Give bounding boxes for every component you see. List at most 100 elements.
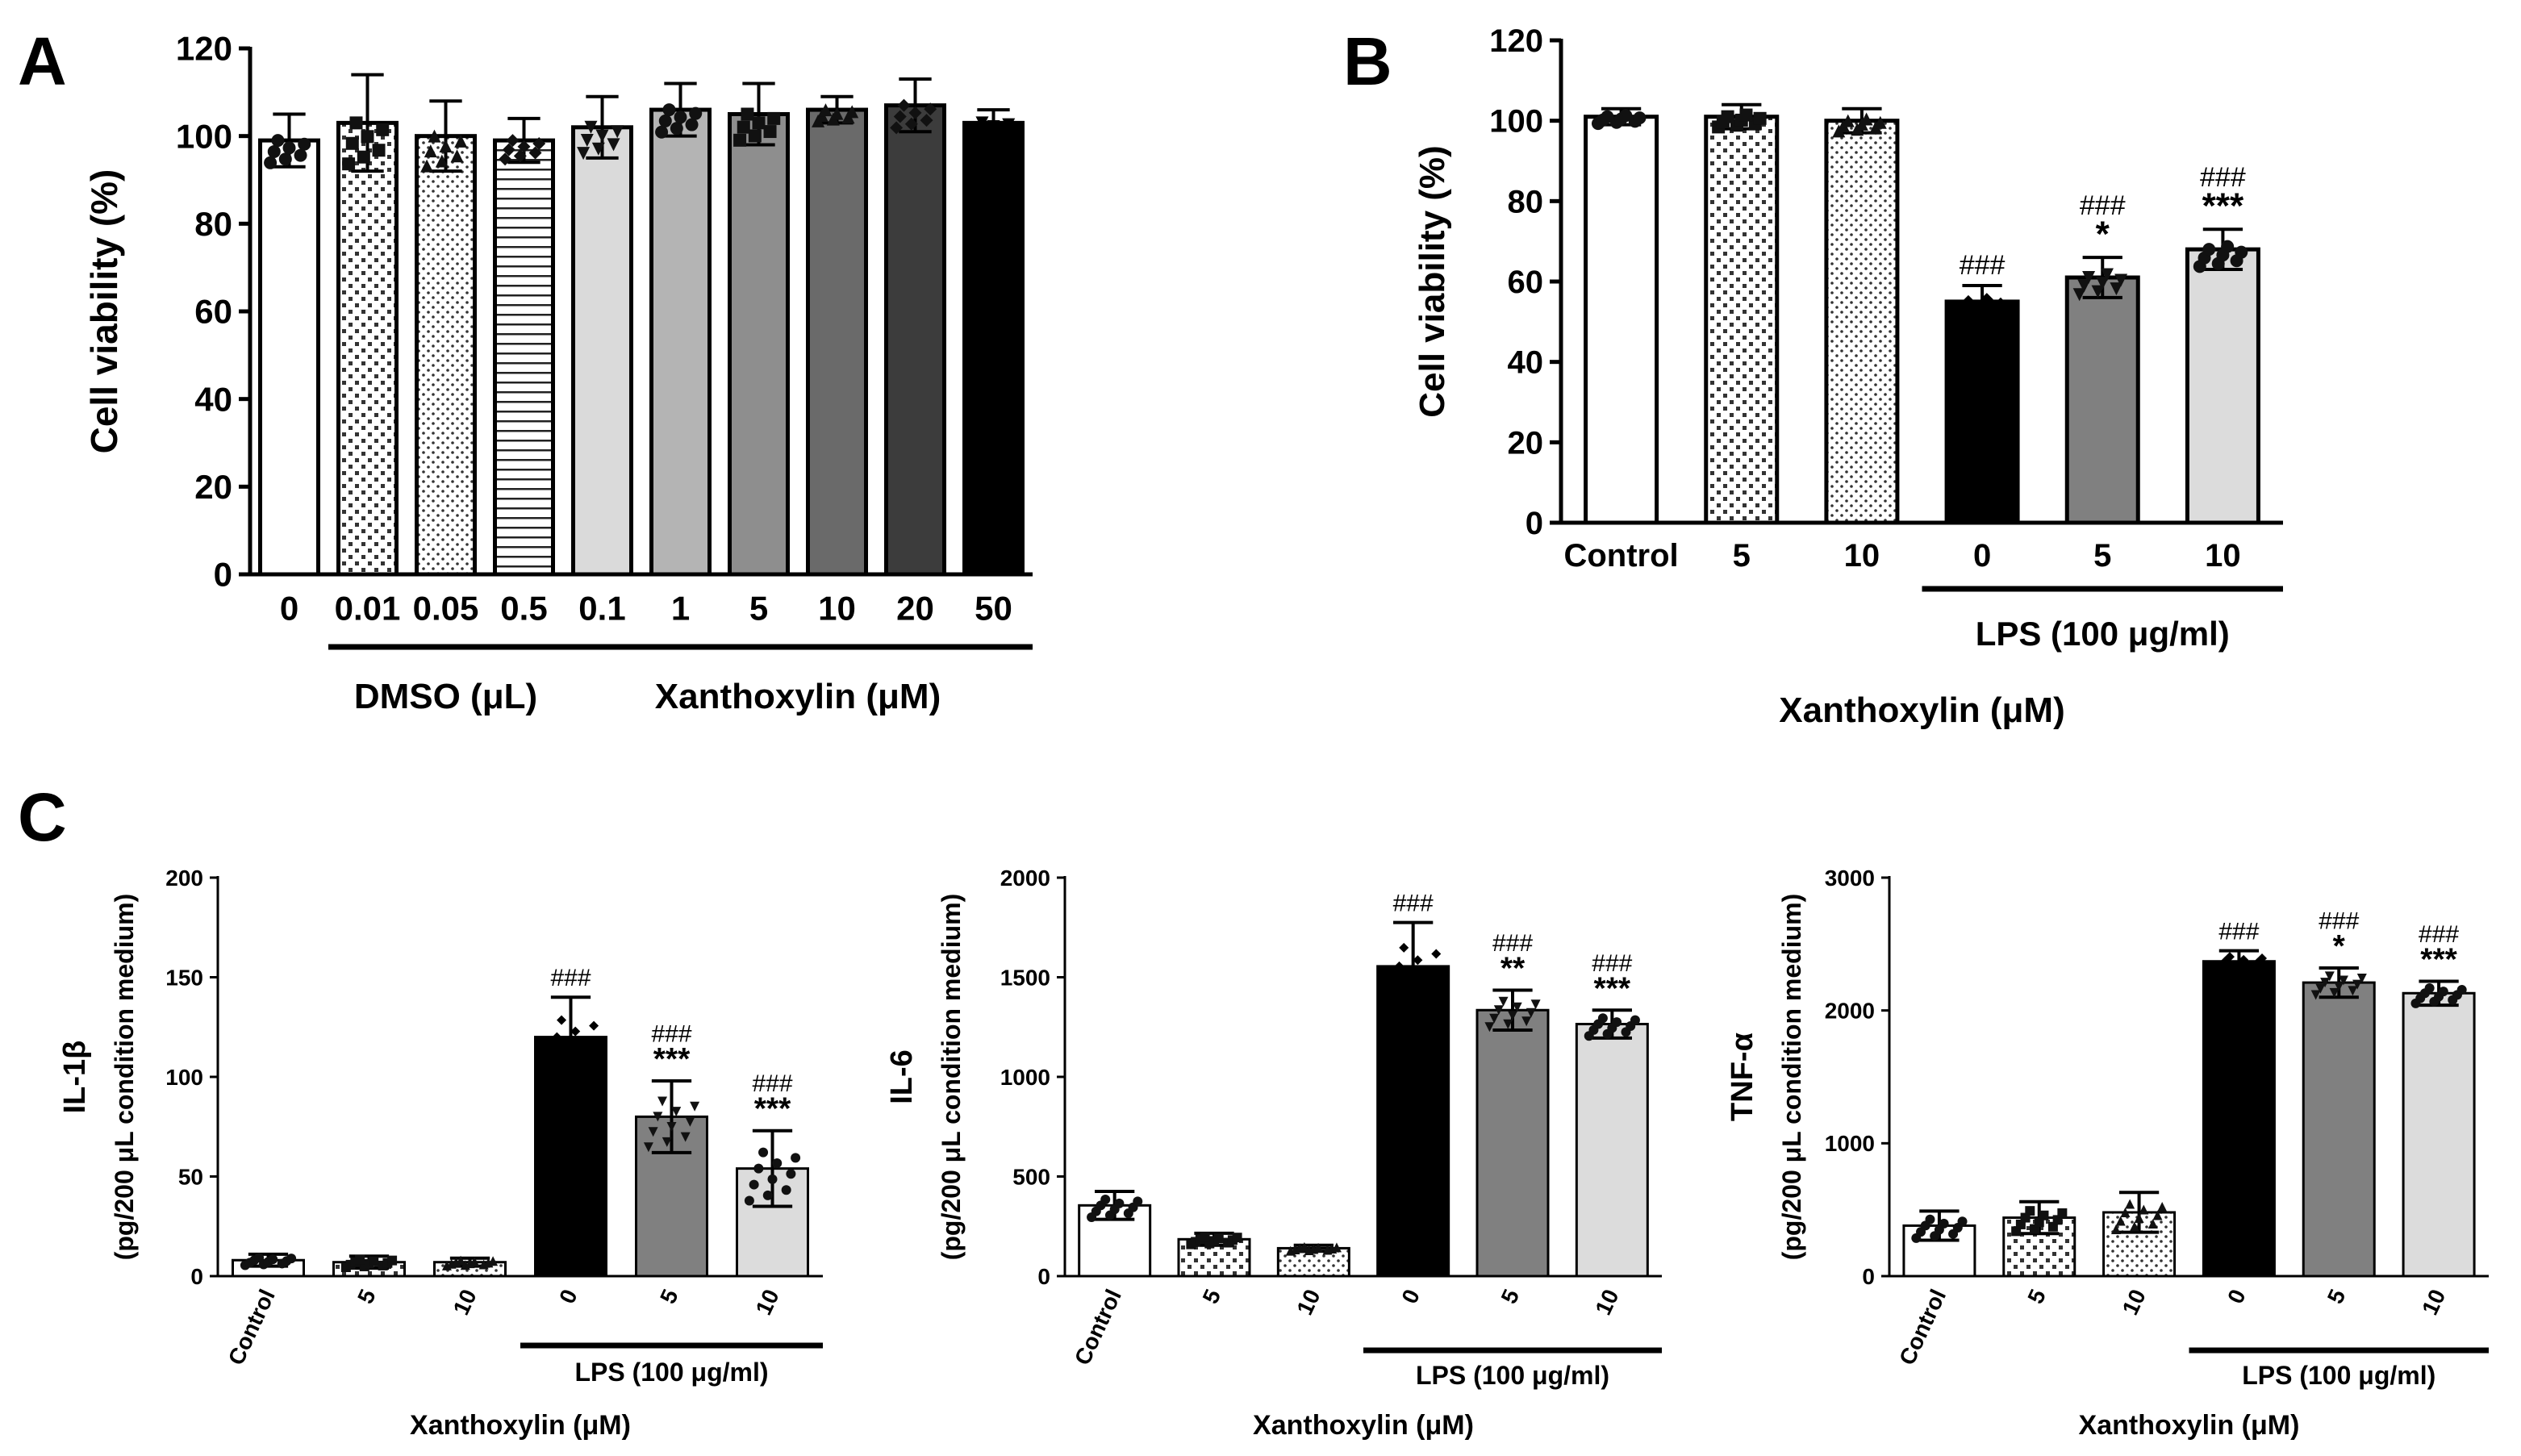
data-point-marker	[2352, 979, 2363, 990]
y-tick-label: 0	[1037, 1264, 1050, 1289]
y-tick-label: 20	[194, 468, 232, 506]
data-point-marker	[1980, 293, 1993, 307]
x-tick-label: 10	[2205, 538, 2241, 574]
data-point-marker	[741, 107, 754, 121]
x-tick-label: 0	[1396, 1286, 1425, 1308]
x-tick-label: 5	[1733, 538, 1751, 574]
data-point-marker	[435, 154, 449, 168]
data-point-marker	[579, 1054, 590, 1065]
significance-annotation: ***	[2202, 186, 2244, 226]
bar-5	[2064, 275, 2140, 525]
data-point-marker	[662, 103, 676, 117]
data-point-marker	[2310, 990, 2321, 1000]
data-point-marker	[749, 1179, 759, 1190]
data-point-marker	[2114, 273, 2128, 287]
x-tick-label: 20	[896, 590, 934, 628]
data-point-marker	[1421, 986, 1432, 996]
x-tick-label: Control	[1563, 538, 1678, 574]
x-tick-label: 0.1	[578, 590, 625, 628]
data-point-marker	[424, 144, 437, 158]
data-point-marker	[557, 1015, 567, 1025]
significance-annotation: ***	[754, 1092, 791, 1127]
y-axis-sublabel: (pg/200 μL condition medium)	[1777, 894, 1806, 1261]
significance-annotation: ###	[2218, 919, 2259, 945]
y-tick-label: 40	[1508, 345, 1544, 381]
bar-7	[728, 112, 790, 577]
x-tick-label: 10	[2118, 1286, 2151, 1319]
data-point-marker	[1408, 974, 1418, 984]
data-point-marker	[1961, 294, 1975, 308]
y-axis-label: Cell viability (%)	[1413, 145, 1452, 417]
data-point-marker	[781, 1185, 791, 1195]
data-point-marker	[513, 149, 527, 163]
y-tick-label: 0	[1526, 506, 1543, 541]
data-point-marker	[1331, 1242, 1342, 1253]
data-point-marker	[2082, 271, 2096, 285]
data-point-marker	[454, 134, 468, 148]
x-tick-label: 5	[2323, 1286, 2351, 1308]
data-point-marker	[1859, 112, 1873, 126]
data-point-marker	[2115, 1216, 2126, 1226]
data-point-marker	[1431, 949, 1442, 959]
data-point-marker	[264, 156, 278, 169]
y-tick-label: 80	[1508, 184, 1544, 219]
data-point-marker	[2334, 982, 2344, 992]
significance-annotation: ###	[752, 1070, 792, 1097]
data-point-marker	[2329, 987, 2339, 998]
data-point-marker	[1389, 980, 1400, 991]
bar-4	[1944, 299, 2020, 525]
data-point-marker	[1619, 109, 1633, 123]
y-tick-label: 0	[1862, 1264, 1875, 1289]
bar-6	[649, 107, 712, 577]
y-axis-label: Cell viability (%)	[83, 169, 125, 454]
y-tick-label: 100	[165, 1065, 203, 1090]
data-point-marker	[689, 106, 703, 120]
bar-5	[1475, 1008, 1550, 1278]
data-point-marker	[542, 1066, 553, 1076]
data-point-marker	[2039, 1210, 2049, 1220]
x-tick-label: 5	[353, 1286, 381, 1308]
bar-4	[1376, 965, 1450, 1278]
y-axis-sublabel: (pg/200 μL condition medium)	[937, 894, 966, 1261]
y-tick-label: 60	[194, 293, 232, 331]
data-point-marker	[577, 147, 591, 161]
data-point-marker	[580, 133, 594, 147]
data-point-marker	[2139, 1204, 2149, 1215]
x-tick-label: 10	[818, 590, 856, 628]
data-point-marker	[2438, 987, 2448, 997]
data-point-marker	[744, 1195, 754, 1206]
data-point-marker	[561, 1060, 571, 1070]
data-point-marker	[428, 129, 441, 143]
data-point-marker	[904, 117, 918, 131]
data-point-marker	[762, 1190, 773, 1200]
y-tick-label: 200	[165, 866, 203, 891]
x-tick-label: 10	[449, 1286, 482, 1319]
panel-letter-b: B	[1343, 23, 1392, 99]
data-point-marker	[1213, 1233, 1224, 1244]
y-tick-label: 2000	[1825, 998, 1875, 1023]
data-point-marker	[1114, 1198, 1125, 1208]
data-point-marker	[753, 1163, 764, 1174]
data-point-marker	[254, 1253, 265, 1263]
data-point-marker	[611, 125, 624, 139]
data-point-marker	[376, 123, 390, 136]
data-point-marker	[2072, 288, 2086, 302]
data-point-marker	[607, 138, 620, 152]
data-point-marker	[1512, 1002, 1522, 1012]
data-point-marker	[584, 120, 598, 134]
significance-annotation: ***	[653, 1042, 691, 1077]
data-point-marker	[355, 1254, 365, 1265]
bar-1	[258, 138, 320, 577]
x-axis-label: Xanthoxylin (μM)	[1253, 1410, 1474, 1441]
data-point-marker	[268, 1254, 278, 1265]
data-point-marker	[1503, 1019, 1513, 1029]
data-point-marker	[2077, 279, 2091, 293]
significance-annotation: ###	[1492, 930, 1533, 957]
data-point-marker	[772, 1158, 783, 1168]
data-point-marker	[643, 1142, 653, 1153]
data-point-marker	[2125, 1199, 2135, 1209]
data-point-marker	[2424, 982, 2435, 993]
data-point-marker	[908, 106, 922, 119]
